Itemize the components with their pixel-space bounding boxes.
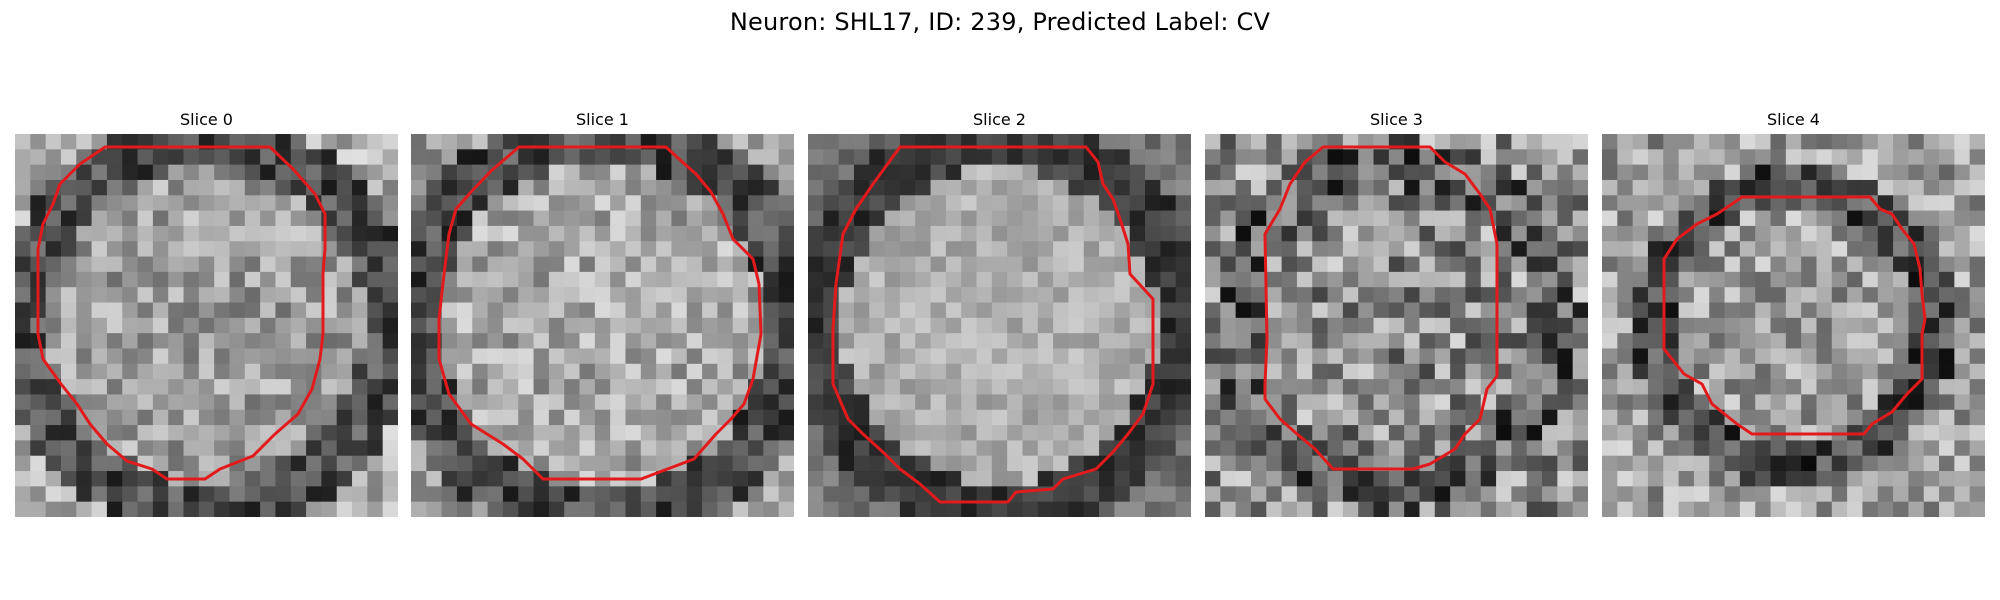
slice-panel-0: Slice 0 bbox=[15, 108, 398, 517]
slice-image bbox=[1205, 134, 1588, 517]
slice-title: Slice 2 bbox=[973, 110, 1026, 129]
slice-panel-2: Slice 2 bbox=[808, 108, 1191, 517]
roi-outline bbox=[1263, 145, 1499, 471]
figure-title: Neuron: SHL17, ID: 239, Predicted Label:… bbox=[729, 8, 1271, 36]
roi-outline bbox=[1662, 195, 1927, 436]
slice-title: Slice 3 bbox=[1370, 110, 1423, 129]
slice-panel-4: Slice 4 bbox=[1602, 108, 1985, 517]
slice-image bbox=[808, 134, 1191, 517]
slice-title: Slice 0 bbox=[180, 110, 233, 129]
roi-outline bbox=[437, 145, 763, 481]
roi-outline bbox=[831, 145, 1155, 504]
slice-image bbox=[15, 134, 398, 517]
slice-image bbox=[1602, 134, 1985, 517]
slice-title: Slice 4 bbox=[1767, 110, 1820, 129]
slice-panel-1: Slice 1 bbox=[411, 108, 794, 517]
roi-outline bbox=[36, 145, 327, 481]
slice-title: Slice 1 bbox=[576, 110, 629, 129]
slice-image bbox=[411, 134, 794, 517]
slice-panel-3: Slice 3 bbox=[1205, 108, 1588, 517]
